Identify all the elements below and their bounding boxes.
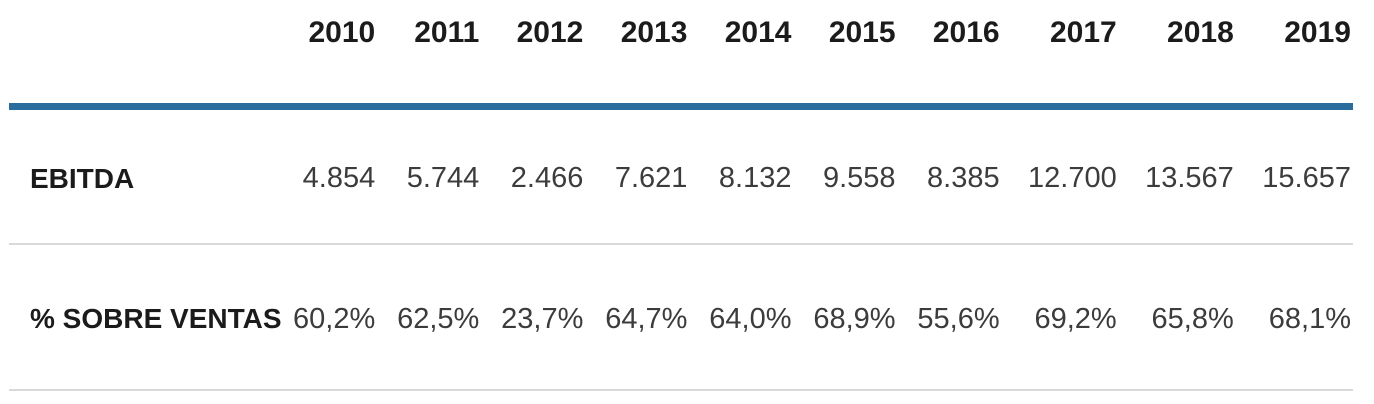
ebitda-value-2018: 13.567 [1118,110,1236,245]
year-header-2011: 2011 [377,0,482,110]
corner-cell [9,0,274,110]
year-header-2013: 2013 [585,0,690,110]
ebitda-value-2011: 5.744 [377,110,482,245]
header-row: 2010 2011 2012 2013 2014 2015 2016 2017 … [9,0,1353,110]
financial-table: 2010 2011 2012 2013 2014 2015 2016 2017 … [9,0,1353,391]
ebitda-value-2019: 15.657 [1235,110,1353,245]
year-header-2017: 2017 [1001,0,1119,110]
pct-value-2010: 60,2% [273,245,378,391]
ebitda-value-2015: 9.558 [793,110,898,245]
ebitda-value-2016: 8.385 [897,110,1002,245]
year-header-2010: 2010 [273,0,378,110]
ebitda-value-2010: 4.854 [273,110,378,245]
ebitda-value-2012: 2.466 [481,110,586,245]
ebitda-table: 2010 2011 2012 2013 2014 2015 2016 2017 … [9,0,1353,391]
pct-value-2019: 68,1% [1235,245,1353,391]
ebitda-value-2014: 8.132 [689,110,794,245]
table-row-pct-sobre-ventas: % SOBRE VENTAS 60,2% 62,5% 23,7% 64,7% 6… [9,245,1353,391]
year-header-2016: 2016 [897,0,1002,110]
row-label-ebitda: EBITDA [9,110,274,245]
row-label-pct-sobre-ventas: % SOBRE VENTAS [9,245,282,391]
year-header-2014: 2014 [689,0,794,110]
ebitda-value-2013: 7.621 [585,110,690,245]
pct-value-2012: 23,7% [481,245,586,391]
pct-value-2011: 62,5% [377,245,482,391]
ebitda-value-2017: 12.700 [1001,110,1119,245]
year-header-2015: 2015 [793,0,898,110]
pct-value-2017: 69,2% [1001,245,1119,391]
pct-value-2015: 68,9% [793,245,898,391]
table-row-ebitda: EBITDA 4.854 5.744 2.466 7.621 8.132 9.5… [9,110,1353,245]
year-header-2018: 2018 [1118,0,1236,110]
pct-value-2018: 65,8% [1118,245,1236,391]
pct-value-2014: 64,0% [689,245,794,391]
year-header-2012: 2012 [481,0,586,110]
year-header-2019: 2019 [1235,0,1353,110]
pct-value-2013: 64,7% [585,245,690,391]
pct-value-2016: 55,6% [897,245,1002,391]
